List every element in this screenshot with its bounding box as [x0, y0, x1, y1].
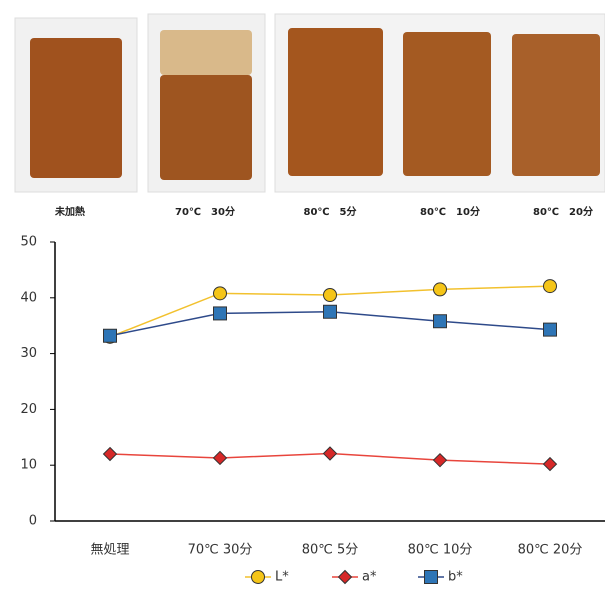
data-point — [104, 448, 117, 461]
figure: 未加熱 70℃ 30分 80℃ 5分 80℃ 10分 80℃ 20分 0 10 20… — [0, 0, 605, 601]
y-tick-label: 40 — [20, 290, 37, 305]
x-tick-label: 80℃ 5分 — [302, 543, 359, 558]
photo-caption: 未加熱 — [54, 205, 85, 218]
data-point — [104, 329, 117, 342]
photo-caption: 80℃ 10分 — [420, 205, 480, 218]
data-point — [214, 451, 227, 464]
photo-content — [160, 30, 252, 75]
legend-label: a* — [362, 570, 377, 585]
legend-marker — [339, 571, 352, 584]
photo-caption: 80℃ 20分 — [533, 205, 593, 218]
legend-label: L* — [275, 570, 289, 585]
data-point — [214, 287, 227, 300]
photo-content — [288, 28, 383, 176]
page: {"photos": {"captions": ["未加熱", "70℃ 30分… — [0, 0, 605, 601]
x-tick-label: 80℃ 20分 — [518, 543, 583, 558]
data-point — [434, 315, 447, 328]
y-tick-label: 0 — [29, 514, 37, 529]
data-point — [214, 307, 227, 320]
data-point — [544, 458, 557, 471]
data-point — [324, 305, 337, 318]
data-point — [324, 289, 337, 302]
photo-content — [403, 32, 491, 176]
photo-content — [512, 34, 600, 176]
y-tick-label: 50 — [20, 235, 37, 250]
legend-label: b* — [448, 570, 463, 585]
photo-caption: 80℃ 5分 — [304, 205, 357, 218]
data-point — [434, 283, 447, 296]
y-tick-label: 20 — [20, 402, 37, 417]
data-point — [434, 454, 447, 467]
legend-marker — [425, 571, 438, 584]
data-point — [324, 447, 337, 460]
x-tick-label: 無処理 — [90, 543, 129, 558]
y-tick-label: 10 — [20, 458, 37, 473]
legend-marker — [252, 571, 265, 584]
y-tick-label: 30 — [20, 346, 37, 361]
photo-content — [160, 75, 252, 180]
x-tick-label: 70℃ 30分 — [188, 543, 253, 558]
x-tick-label: 80℃ 10分 — [408, 543, 473, 558]
data-point — [544, 280, 557, 293]
photo-content — [30, 38, 122, 178]
photo-caption: 70℃ 30分 — [175, 205, 235, 218]
photos: 未加熱 70℃ 30分 80℃ 5分 80℃ 10分 80℃ 20分 — [15, 14, 605, 218]
data-point — [544, 323, 557, 336]
